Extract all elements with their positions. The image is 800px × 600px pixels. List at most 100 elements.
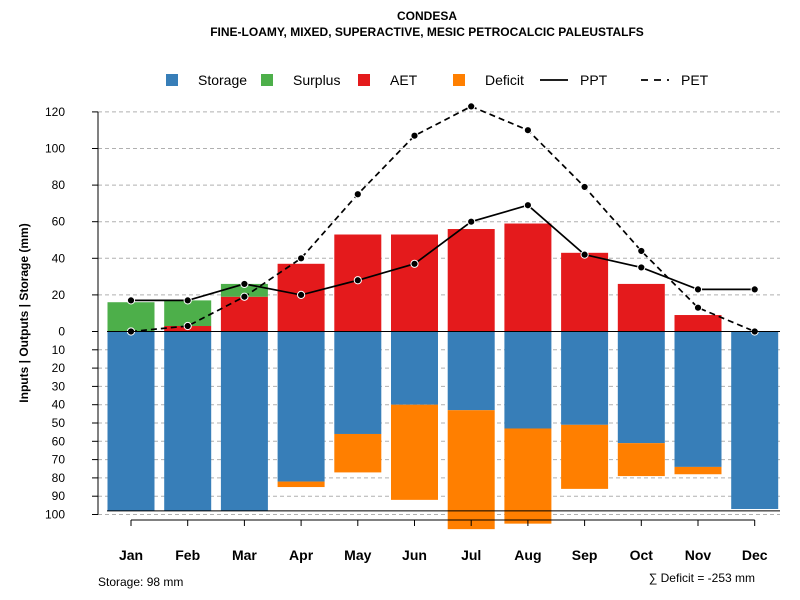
storage-bar: [391, 331, 438, 405]
pet-point: [467, 102, 476, 111]
aet-bar: [561, 252, 609, 332]
deficit-bar: [391, 404, 438, 500]
aet-bar: [674, 315, 722, 332]
x-tick-label: Jun: [402, 547, 427, 563]
deficit-bar: [334, 433, 382, 473]
deficit-bar: [674, 466, 722, 475]
storage-bar: [164, 331, 212, 511]
y-tick-label: 20: [52, 361, 66, 375]
legend-label: PPT: [580, 72, 608, 88]
aet-bar: [391, 234, 438, 332]
pet-point: [353, 190, 362, 199]
x-tick-label: Aug: [514, 547, 541, 563]
chart-title: CONDESA: [397, 9, 457, 23]
x-tick-label: Oct: [630, 547, 654, 563]
y-tick-label: 30: [52, 379, 66, 393]
legend-swatch: [453, 74, 465, 86]
x-tick-label: Jan: [119, 547, 143, 563]
ppt-point: [750, 285, 759, 294]
ppt-point: [693, 285, 703, 294]
y-tick-label: 40: [52, 251, 66, 265]
pet-point: [410, 131, 419, 140]
aet-bar: [504, 223, 552, 332]
y-tick-label: 40: [52, 398, 66, 412]
aet-bar: [617, 283, 665, 332]
storage-bar: [504, 331, 552, 429]
pet-point: [523, 126, 533, 135]
storage-bar: [617, 331, 665, 444]
x-tick-label: Sep: [572, 547, 598, 563]
storage-footnote: Storage: 98 mm: [98, 575, 183, 589]
y-tick-label: 90: [52, 489, 66, 503]
storage-bar: [447, 331, 495, 411]
axes: 0 20 40 60 80 100 120 10 20 30 40 50 60 70 80 90 100 Jan F…: [45, 105, 780, 563]
x-tick-label: Mar: [232, 547, 257, 563]
pet-point: [297, 254, 306, 263]
aet-bar: [447, 229, 495, 332]
ppt-point: [240, 279, 249, 289]
deficit-footnote: ∑ Deficit = -253 mm: [649, 571, 755, 585]
ppt-point: [297, 290, 306, 299]
y-axis-label: Inputs | Outputs | Storage (mm): [17, 223, 31, 402]
y-tick-label: 120: [45, 105, 65, 119]
pet-point: [240, 292, 249, 301]
x-tick-label: Jul: [461, 547, 481, 563]
legend-swatch: [358, 74, 370, 86]
legend-swatch: [166, 74, 178, 86]
storage-bar: [277, 331, 325, 482]
storage-bar: [561, 331, 609, 425]
deficit-bar: [504, 428, 552, 524]
x-tick-label: Feb: [175, 547, 200, 563]
pet-point: [580, 182, 589, 192]
x-tick-label: Dec: [742, 547, 768, 563]
x-tick-label: Apr: [289, 547, 314, 563]
y-tick-label: 100: [45, 142, 65, 156]
legend-label: Deficit: [485, 72, 524, 88]
legend-label: Surplus: [293, 72, 340, 88]
legend-label: PET: [681, 72, 709, 88]
storage-bar: [220, 331, 268, 511]
y-tick-label: 0: [58, 325, 65, 339]
y-tick-label: 100: [45, 508, 65, 522]
pet-point: [637, 246, 646, 256]
surplus-bar: [164, 300, 212, 327]
y-tick-label: 50: [52, 416, 66, 430]
storage-bar: [334, 331, 382, 434]
y-tick-label: 20: [52, 288, 66, 302]
pet-point: [693, 303, 703, 312]
ppt-point: [580, 250, 589, 259]
storage-bar: [107, 331, 155, 511]
storage-bar: [731, 331, 779, 510]
ppt-point: [410, 259, 419, 268]
ppt-line: [131, 204, 755, 302]
x-tick-label: May: [344, 547, 371, 563]
gridlines: [98, 111, 780, 515]
y-tick-label: 80: [52, 471, 66, 485]
chart-subtitle: FINE-LOAMY, MIXED, SUPERACTIVE, MESIC PE…: [210, 25, 644, 39]
ppt-point: [126, 296, 136, 305]
bars: [107, 223, 779, 530]
y-tick-label: 60: [52, 215, 66, 229]
legend-label: Storage: [198, 72, 247, 88]
y-tick-label: 60: [52, 434, 66, 448]
deficit-bar: [617, 443, 665, 477]
x-tick-label: Nov: [685, 547, 712, 563]
pet-line: [130, 105, 756, 333]
ppt-point: [183, 296, 192, 305]
storage-bar: [674, 331, 722, 467]
ppt-point: [467, 217, 476, 226]
surplus-bar: [107, 302, 155, 332]
ppt-point: [353, 276, 362, 285]
aet-bar: [220, 296, 268, 332]
deficit-bar: [447, 410, 495, 530]
legend: Storage Surplus AET Deficit PPT PET: [166, 72, 709, 88]
deficit-bar: [277, 481, 325, 488]
legend-label: AET: [390, 72, 418, 88]
legend-swatch: [261, 74, 273, 86]
ppt-point: [637, 263, 646, 272]
y-tick-label: 70: [52, 453, 66, 467]
y-tick-label: 10: [52, 343, 66, 357]
deficit-bar: [561, 424, 609, 489]
pet-point: [183, 321, 192, 331]
